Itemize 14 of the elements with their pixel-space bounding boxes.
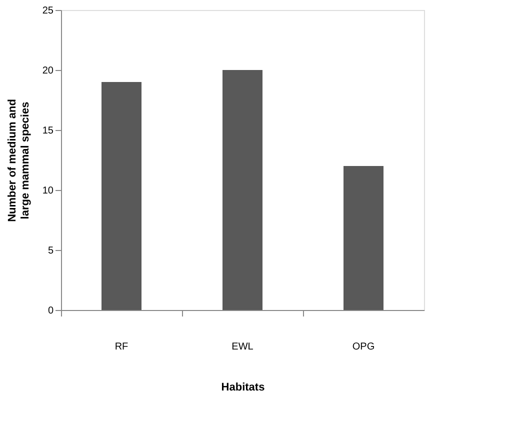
- x-tick-label: RF: [114, 342, 128, 352]
- y-tick-label: 15: [42, 126, 54, 136]
- y-tick-label: 5: [48, 246, 54, 256]
- bar: [222, 70, 262, 310]
- bar: [102, 82, 142, 310]
- y-tick-label: 20: [42, 66, 54, 76]
- y-tick-label: 25: [42, 6, 54, 16]
- x-tick-label: OPG: [352, 342, 375, 352]
- y-tick-label: 10: [42, 186, 54, 196]
- x-axis-title: Habitats: [221, 382, 265, 394]
- x-tick-label: EWL: [232, 342, 254, 352]
- y-tick-label: 0: [48, 306, 54, 316]
- bar: [344, 166, 384, 310]
- y-axis-title: Number of medium and large mammal species: [6, 99, 32, 222]
